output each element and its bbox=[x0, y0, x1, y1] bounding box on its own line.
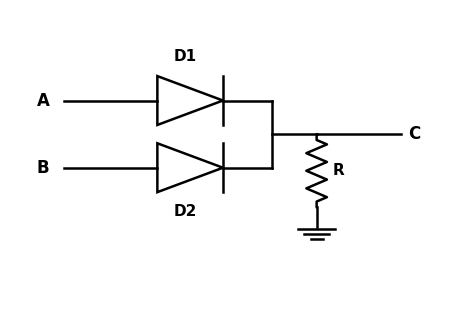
Text: D1: D1 bbox=[174, 49, 197, 64]
Text: R: R bbox=[333, 163, 345, 178]
Text: B: B bbox=[37, 159, 50, 177]
Text: D2: D2 bbox=[174, 204, 197, 219]
Text: C: C bbox=[408, 125, 420, 143]
Text: A: A bbox=[37, 91, 50, 109]
